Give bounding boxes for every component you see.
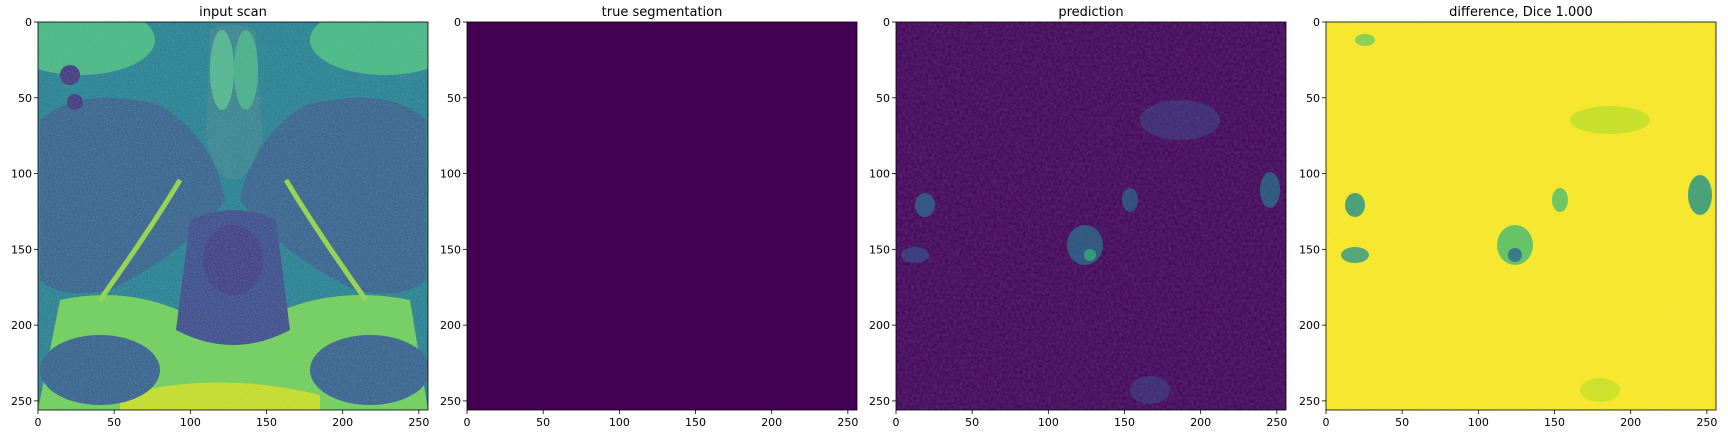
- x-tick-label: 200: [1620, 416, 1641, 429]
- y-tick-label: 0: [25, 16, 32, 29]
- x-tick-label: 200: [761, 416, 782, 429]
- mri-scan-image: [38, 22, 428, 410]
- panel-title: prediction: [1058, 5, 1123, 20]
- axes-frame: [37, 21, 429, 411]
- y-tick-label: 0: [1313, 16, 1320, 29]
- x-tick-label: 250: [408, 416, 429, 429]
- y-tick-label: 100: [1299, 168, 1320, 181]
- y-tick-label: 150: [11, 243, 32, 256]
- y-tick-label: 50: [1306, 92, 1320, 105]
- y-tick-label: 200: [1299, 319, 1320, 332]
- y-tick-label: 0: [883, 16, 890, 29]
- axes-frame: [466, 21, 858, 411]
- x-tick-label: 150: [1114, 416, 1135, 429]
- y-tick-label: 250: [440, 395, 461, 408]
- x-tick-label: 100: [180, 416, 201, 429]
- y-tick-label: 50: [876, 92, 890, 105]
- y-tick-label: 250: [1299, 395, 1320, 408]
- difference-image: [1326, 22, 1716, 410]
- panel-true-segmentation: true segmentation 0 50 100 150 200 250 0 50 100…: [440, 5, 858, 429]
- y-tick-label: 200: [11, 319, 32, 332]
- axes-frame: [895, 21, 1287, 411]
- y-tick-label: 100: [11, 168, 32, 181]
- x-tick-label: 100: [609, 416, 630, 429]
- y-tick-label: 250: [11, 395, 32, 408]
- segmentation-mask-image: [467, 22, 857, 410]
- x-tick-label: 100: [1468, 416, 1489, 429]
- prediction-image: [896, 22, 1286, 410]
- y-tick-label: 150: [440, 243, 461, 256]
- y-tick-label: 100: [440, 168, 461, 181]
- axes-frame: [1325, 21, 1717, 411]
- y-tick-label: 200: [440, 319, 461, 332]
- x-tick-label: 50: [1395, 416, 1409, 429]
- x-tick-label: 50: [536, 416, 550, 429]
- x-tick-label: 150: [256, 416, 277, 429]
- x-tick-label: 250: [837, 416, 858, 429]
- x-tick-label: 200: [332, 416, 353, 429]
- panel-title: input scan: [199, 5, 267, 20]
- y-tick-label: 0: [454, 16, 461, 29]
- y-tick-label: 50: [18, 92, 32, 105]
- x-tick-label: 50: [107, 416, 121, 429]
- y-tick-label: 100: [869, 168, 890, 181]
- panel-title: difference, Dice 1.000: [1449, 5, 1593, 20]
- x-tick-label: 150: [685, 416, 706, 429]
- x-tick-label: 150: [1544, 416, 1565, 429]
- panel-prediction: prediction 0 50 100 150 200 250 0 50 100 150 200 2…: [869, 5, 1287, 429]
- x-tick-label: 0: [464, 416, 471, 429]
- x-tick-label: 0: [35, 416, 42, 429]
- panel-title: true segmentation: [602, 5, 723, 20]
- panel-input-scan: input scan: [11, 5, 429, 429]
- x-tick-label: 50: [965, 416, 979, 429]
- y-tick-label: 150: [1299, 243, 1320, 256]
- y-tick-label: 250: [869, 395, 890, 408]
- x-tick-label: 0: [1323, 416, 1330, 429]
- y-tick-label: 50: [447, 92, 461, 105]
- y-tick-label: 200: [869, 319, 890, 332]
- x-tick-label: 0: [893, 416, 900, 429]
- x-tick-label: 100: [1038, 416, 1059, 429]
- y-tick-label: 150: [869, 243, 890, 256]
- x-tick-label: 200: [1190, 416, 1211, 429]
- x-tick-label: 250: [1266, 416, 1287, 429]
- panel-difference: difference, Dice 1.000 0 50 100 150 200 250 0…: [1299, 5, 1717, 429]
- x-tick-label: 250: [1696, 416, 1717, 429]
